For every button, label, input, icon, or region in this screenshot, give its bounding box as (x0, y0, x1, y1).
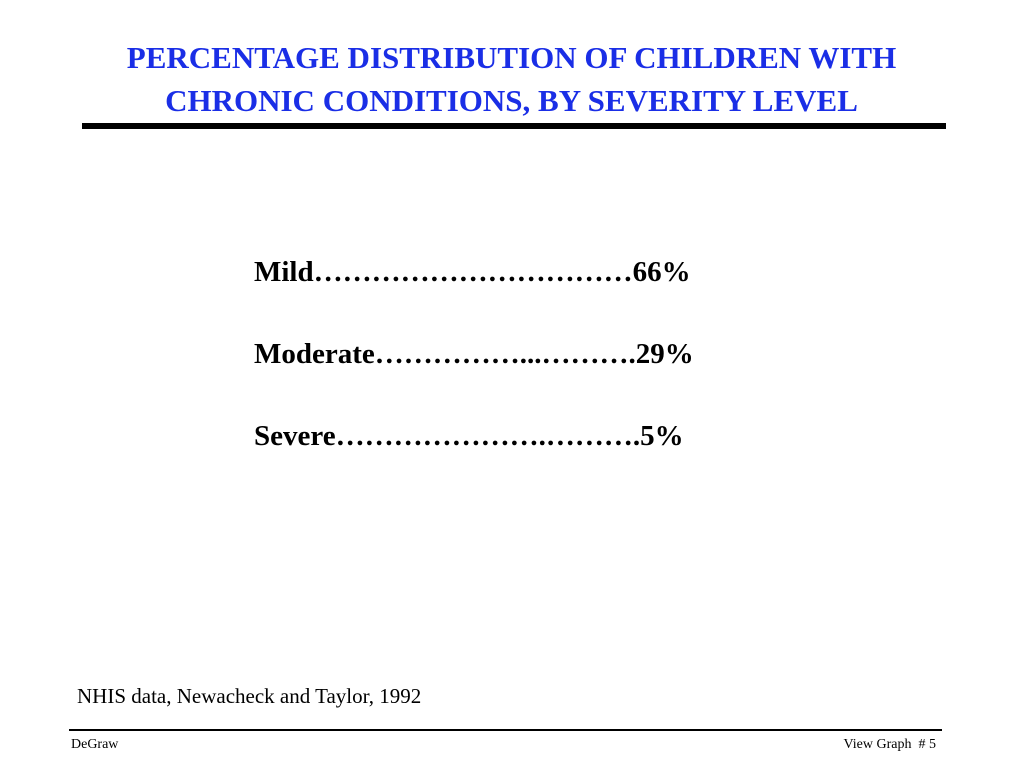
slide-title-line-1: PERCENTAGE DISTRIBUTION OF CHILDREN WITH (126, 40, 897, 75)
footer-author: DeGraw (71, 737, 119, 752)
source-note: NHIS data, Newacheck and Taylor, 1992 (77, 684, 422, 708)
severity-list: Mild……………………………66% Moderate……………...……….2… (254, 253, 694, 499)
slide-title: PERCENTAGE DISTRIBUTION OF CHILDREN WITH… (40, 36, 983, 122)
severity-row-mild: Mild……………………………66% (254, 256, 691, 288)
footer-divider (69, 729, 942, 731)
slide-title-line-2: CHRONIC CONDITIONS, BY SEVERITY LEVEL (165, 83, 858, 118)
severity-row-moderate: Moderate……………...……….29% (254, 338, 694, 370)
severity-row-severe: Severe………………….……….5% (254, 420, 684, 452)
title-divider (82, 123, 946, 129)
footer-page-number: View Graph # 5 (843, 737, 936, 752)
